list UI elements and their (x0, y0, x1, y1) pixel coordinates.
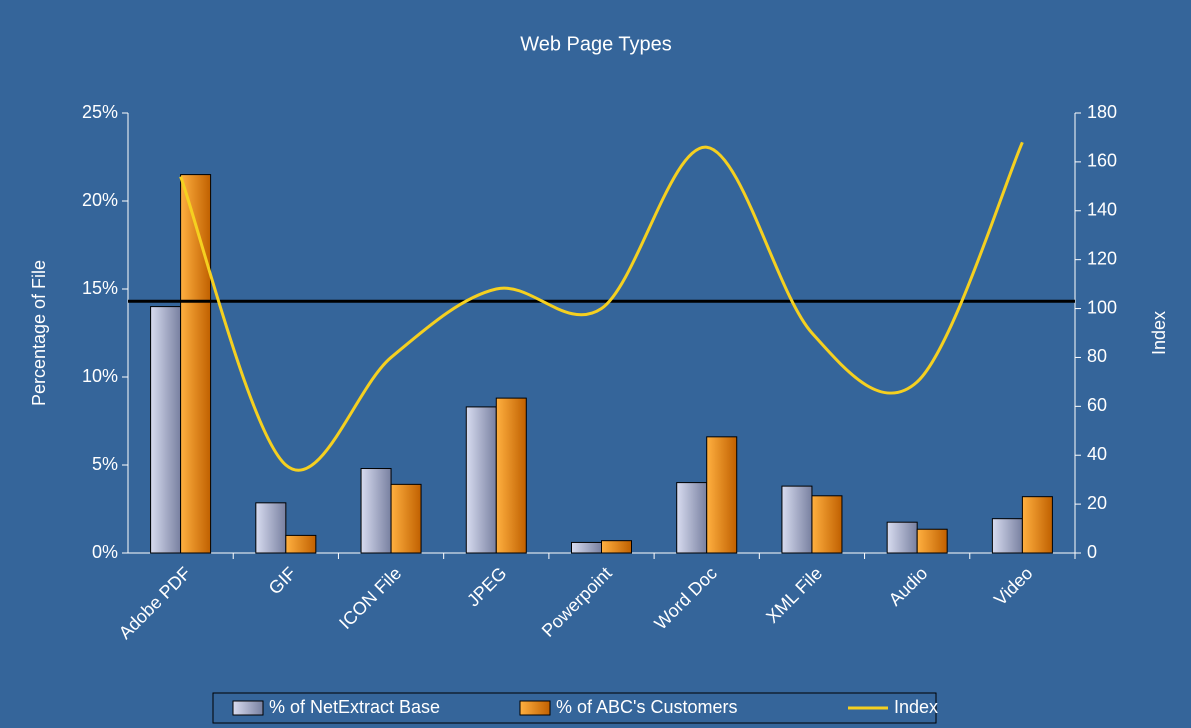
bar (360, 468, 392, 554)
bar (916, 528, 948, 554)
bar (465, 406, 497, 554)
bar (781, 485, 813, 554)
y2-axis-label: Index (1149, 311, 1169, 355)
legend-label: % of ABC's Customers (556, 697, 738, 717)
legend-swatch (232, 700, 264, 716)
y-tick-label: 15% (82, 278, 118, 298)
bar (706, 436, 738, 554)
y2-tick-label: 180 (1087, 102, 1117, 122)
y2-tick-label: 100 (1087, 297, 1117, 317)
y-tick-label: 10% (82, 366, 118, 386)
bar (886, 521, 918, 554)
bar (1021, 496, 1053, 554)
legend-label: Index (894, 697, 938, 717)
bar (811, 495, 843, 554)
y2-tick-label: 120 (1087, 248, 1117, 268)
y-tick-label: 5% (92, 454, 118, 474)
y-tick-label: 0% (92, 542, 118, 562)
legend-swatch (519, 700, 551, 716)
y2-tick-label: 140 (1087, 200, 1117, 220)
y2-tick-label: 40 (1087, 444, 1107, 464)
bar (150, 306, 182, 554)
y-tick-label: 25% (82, 102, 118, 122)
y2-tick-label: 60 (1087, 395, 1107, 415)
bar (180, 174, 212, 554)
bar (571, 541, 602, 554)
bar (390, 483, 422, 554)
y-axis-label: Percentage of File (29, 260, 49, 406)
bar (255, 502, 287, 554)
y2-tick-label: 20 (1087, 493, 1107, 513)
bar (676, 482, 708, 554)
legend (212, 692, 937, 724)
chart-title: Web Page Types (520, 33, 672, 55)
y2-tick-label: 80 (1087, 346, 1107, 366)
index-line (179, 141, 1024, 472)
legend-label: % of NetExtract Base (269, 697, 440, 717)
y2-tick-label: 160 (1087, 151, 1117, 171)
bar (991, 518, 1023, 554)
y2-tick-label: 0 (1087, 542, 1097, 562)
y-tick-label: 20% (82, 190, 118, 210)
bar (285, 534, 317, 554)
bar (495, 397, 527, 554)
bar (601, 540, 632, 554)
